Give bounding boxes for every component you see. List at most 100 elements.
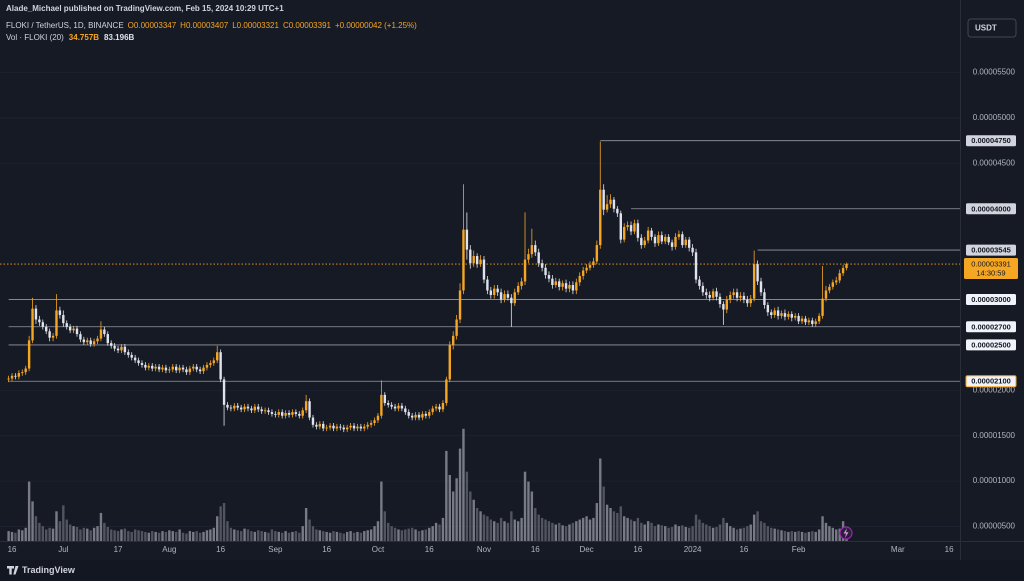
candle-body: [787, 314, 790, 317]
candle-body: [441, 403, 445, 410]
volume-bar: [298, 532, 301, 541]
candle-body: [335, 426, 339, 429]
candle-body: [212, 360, 215, 364]
candle-body: [253, 406, 257, 411]
candle-body: [188, 368, 192, 373]
volume-bar: [605, 504, 609, 541]
volume-bar: [592, 517, 595, 541]
volume-bar: [10, 531, 14, 541]
candle-body: [294, 412, 298, 414]
candle-body: [705, 292, 708, 296]
candle-body: [222, 379, 226, 405]
volume-bar: [657, 524, 660, 541]
volume-bar: [195, 531, 198, 541]
candle-body: [417, 414, 421, 418]
volume-bar: [140, 531, 144, 541]
candle-body: [752, 264, 756, 299]
candle-body: [838, 273, 841, 281]
current-price-label: 0.00003391: [971, 260, 1011, 269]
candle-body: [86, 340, 89, 343]
candle-body: [277, 412, 280, 415]
currency-label[interactable]: USDT: [975, 24, 997, 33]
volume-bar: [233, 529, 236, 541]
volume-ma: 83.196B: [104, 33, 134, 42]
volume-bar: [715, 526, 718, 541]
candle-body: [51, 335, 55, 338]
candle-body: [127, 352, 130, 355]
volume-bar: [626, 517, 629, 541]
volume-bar: [65, 519, 68, 541]
volume-bar: [99, 512, 103, 541]
volume-bar: [660, 525, 664, 541]
candle-body: [619, 213, 622, 240]
volume-bar: [236, 530, 239, 541]
ohlc-legend: FLOKI / TetherUS, 1D, BINANCE O0.00003347…: [6, 21, 417, 30]
candle-body: [636, 223, 640, 238]
candle-body: [711, 291, 715, 298]
volume-bar: [817, 529, 821, 541]
volume-bar: [127, 531, 130, 541]
candle-body: [585, 267, 588, 271]
candle-body: [540, 263, 544, 268]
volume-bar: [407, 528, 410, 541]
candle-body: [732, 292, 735, 296]
x-tick-label: 16: [739, 545, 748, 554]
candle-body: [814, 321, 817, 325]
currency-button[interactable]: [967, 18, 1017, 38]
candle-body: [674, 236, 677, 247]
x-tick-label: Oct: [372, 545, 385, 554]
volume-bar: [257, 530, 260, 541]
candle-body: [58, 310, 62, 315]
volume-bar: [96, 526, 99, 541]
volume-legend: Vol · FLOKI (20) 34.757B 83.196B: [6, 33, 135, 42]
volume-bar: [800, 531, 804, 541]
candle-body: [257, 406, 260, 410]
level-label-box: [965, 375, 1017, 388]
volume-bar: [14, 532, 17, 541]
x-tick-label: Dec: [579, 545, 593, 554]
volume-bar: [339, 532, 342, 541]
volume-bar: [103, 522, 106, 541]
y-tick-label: 0.00001000: [973, 476, 1016, 485]
volume-bar: [773, 528, 776, 541]
candles: [7, 141, 848, 433]
candle-body: [811, 320, 814, 325]
volume-bar: [349, 531, 352, 541]
level-label-box: [966, 339, 1016, 351]
y-tick-label: 0.00001500: [973, 431, 1016, 440]
candle-body: [233, 405, 236, 409]
candle-body: [482, 259, 486, 280]
volume-bar: [185, 533, 188, 541]
x-tick-label: 17: [114, 545, 123, 554]
volume-bar: [383, 511, 386, 541]
volume-bar: [756, 511, 759, 541]
candle-body: [202, 367, 205, 372]
volume-bar: [397, 529, 400, 541]
candle-body: [116, 348, 120, 351]
level-label: 0.00003545: [971, 246, 1011, 255]
candle-body: [568, 285, 571, 289]
volume-bar: [797, 531, 800, 541]
candle-body: [318, 423, 322, 427]
candle-body: [311, 417, 315, 425]
volume-bar: [547, 521, 551, 541]
level-label: 0.00002700: [971, 322, 1011, 331]
candle-body: [527, 254, 530, 260]
level-label: 0.00004000: [971, 204, 1011, 213]
candle-body: [414, 414, 417, 418]
volume-bar: [729, 526, 732, 541]
candle-body: [260, 409, 263, 412]
level-label-box: [966, 244, 1016, 256]
candle-body: [380, 394, 383, 416]
candle-body: [328, 425, 332, 428]
candle-body: [123, 346, 127, 353]
candle-body: [359, 426, 363, 429]
x-tick-label: 16: [8, 545, 17, 554]
candle-body: [99, 329, 103, 339]
volume-bar: [814, 531, 817, 541]
candle-body: [291, 412, 294, 415]
candle-body: [458, 290, 462, 320]
candle-body: [428, 412, 431, 416]
volume-bar: [55, 511, 58, 541]
